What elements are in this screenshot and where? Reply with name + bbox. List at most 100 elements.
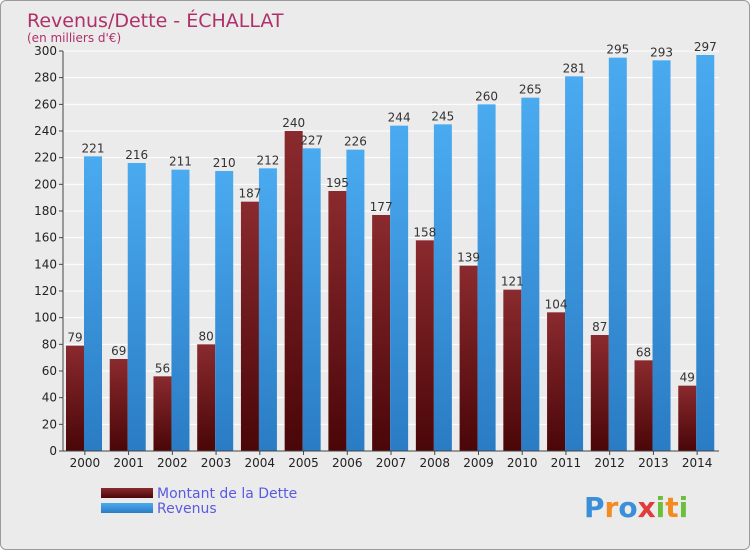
value-label-revenus: 216 (125, 148, 148, 162)
value-label-debt: 195 (326, 176, 349, 190)
value-label-revenus: 244 (388, 111, 411, 125)
value-label-revenus: 293 (650, 45, 673, 59)
bar-debt (153, 376, 172, 451)
proxiti-logo: Proxiti (584, 491, 688, 524)
y-tick-label: 300 (34, 44, 57, 58)
bar-revenus (477, 104, 496, 451)
logo-letter: t (665, 491, 678, 524)
bar-revenus (171, 169, 190, 451)
bar-revenus (127, 163, 146, 451)
value-labels: 79 221 69 216 56 211 80 210 187 212 240 227 195 226 17… (67, 40, 716, 385)
logo-letter: P (584, 491, 605, 524)
y-tick-label: 60 (42, 364, 57, 378)
logo-letter: x (638, 491, 656, 524)
value-label-revenus: 260 (475, 89, 498, 103)
y-tick-label: 140 (34, 257, 57, 271)
bar-debt (109, 359, 128, 451)
y-tick-label: 120 (34, 284, 57, 298)
value-label-revenus: 265 (519, 83, 542, 97)
bar-debt (240, 201, 259, 451)
legend-swatch (101, 503, 153, 513)
bar-debt (328, 191, 347, 451)
value-label-debt: 79 (67, 331, 82, 345)
y-tick-label: 80 (42, 337, 57, 351)
value-label-debt: 87 (592, 320, 607, 334)
bar-revenus (433, 124, 452, 451)
legend-label: Revenus (157, 501, 217, 517)
x-tick-label: 2012 (594, 456, 625, 470)
value-label-revenus: 211 (169, 155, 192, 169)
y-tick-label: 100 (34, 311, 57, 325)
value-label-debt: 80 (199, 329, 214, 343)
x-tick-label: 2007 (376, 456, 407, 470)
bar-revenus (84, 156, 102, 452)
x-tick-label: 2001 (113, 456, 144, 470)
bar-revenus (565, 76, 584, 451)
y-tick-label: 260 (34, 97, 57, 111)
x-tick-label: 2009 (463, 456, 494, 470)
y-tick-label: 200 (34, 177, 57, 191)
value-label-revenus: 297 (694, 40, 717, 54)
value-label-revenus: 245 (431, 109, 454, 123)
y-tick-label: 220 (34, 151, 57, 165)
bar-debt (503, 289, 522, 451)
y-tick-label: 0 (49, 444, 57, 458)
value-label-debt: 187 (238, 187, 261, 201)
value-label-revenus: 281 (563, 61, 586, 75)
x-tick-label: 2006 (332, 456, 363, 470)
value-label-debt: 104 (545, 297, 568, 311)
x-tick-label: 2000 (70, 456, 101, 470)
value-label-debt: 69 (111, 344, 126, 358)
bar-revenus (346, 149, 365, 451)
bar-debt (197, 344, 216, 451)
bar-debt (415, 240, 434, 451)
x-tick-label: 2014 (682, 456, 713, 470)
value-label-debt: 49 (680, 371, 695, 385)
x-tick-label: 2013 (638, 456, 669, 470)
y-tick-label: 160 (34, 231, 57, 245)
x-tick-label: 2003 (201, 456, 232, 470)
x-tick-label: 2002 (157, 456, 188, 470)
logo-letter: i (679, 491, 689, 524)
legend-swatch (101, 488, 153, 498)
bar-debt (284, 131, 303, 451)
logo-letter: i (656, 491, 666, 524)
value-label-debt: 56 (155, 361, 170, 375)
value-label-debt: 139 (457, 251, 480, 265)
value-label-debt: 121 (501, 275, 524, 289)
value-label-revenus: 227 (300, 133, 323, 147)
bar-revenus (302, 148, 321, 452)
x-tick-label: 2004 (245, 456, 276, 470)
value-label-debt: 68 (636, 345, 651, 359)
value-label-revenus: 295 (606, 43, 629, 57)
value-label-debt: 240 (282, 116, 305, 130)
y-tick-label: 240 (34, 124, 57, 138)
y-tick-label: 40 (42, 391, 57, 405)
y-tick-label: 280 (34, 71, 57, 85)
bar-debt (634, 360, 653, 451)
bar-debt (459, 265, 478, 451)
bars (66, 55, 715, 452)
axes: 0 20 40 60 80 100 120 140 160 180 200 220 240 260 280 3… (34, 44, 719, 470)
bar-debt (372, 215, 391, 451)
value-label-revenus: 212 (256, 153, 279, 167)
bar-revenus (608, 57, 627, 452)
y-tick-label: 20 (42, 417, 57, 431)
value-label-revenus: 210 (213, 156, 236, 170)
value-label-revenus: 226 (344, 135, 367, 149)
bar-debt (590, 335, 609, 451)
x-tick-label: 2010 (507, 456, 538, 470)
x-tick-label: 2011 (551, 456, 582, 470)
logo-letter: o (618, 491, 637, 524)
bar-revenus (215, 171, 234, 451)
value-label-debt: 177 (370, 200, 393, 214)
bar-revenus (258, 168, 277, 452)
value-label-revenus: 221 (82, 141, 105, 155)
chart-title: Revenus/Dette - ÉCHALLAT (27, 9, 284, 32)
bar-debt (547, 312, 566, 451)
bar-revenus (696, 55, 715, 451)
bar-debt (678, 385, 697, 451)
chart-subtitle: (en milliers d'€) (27, 31, 121, 45)
